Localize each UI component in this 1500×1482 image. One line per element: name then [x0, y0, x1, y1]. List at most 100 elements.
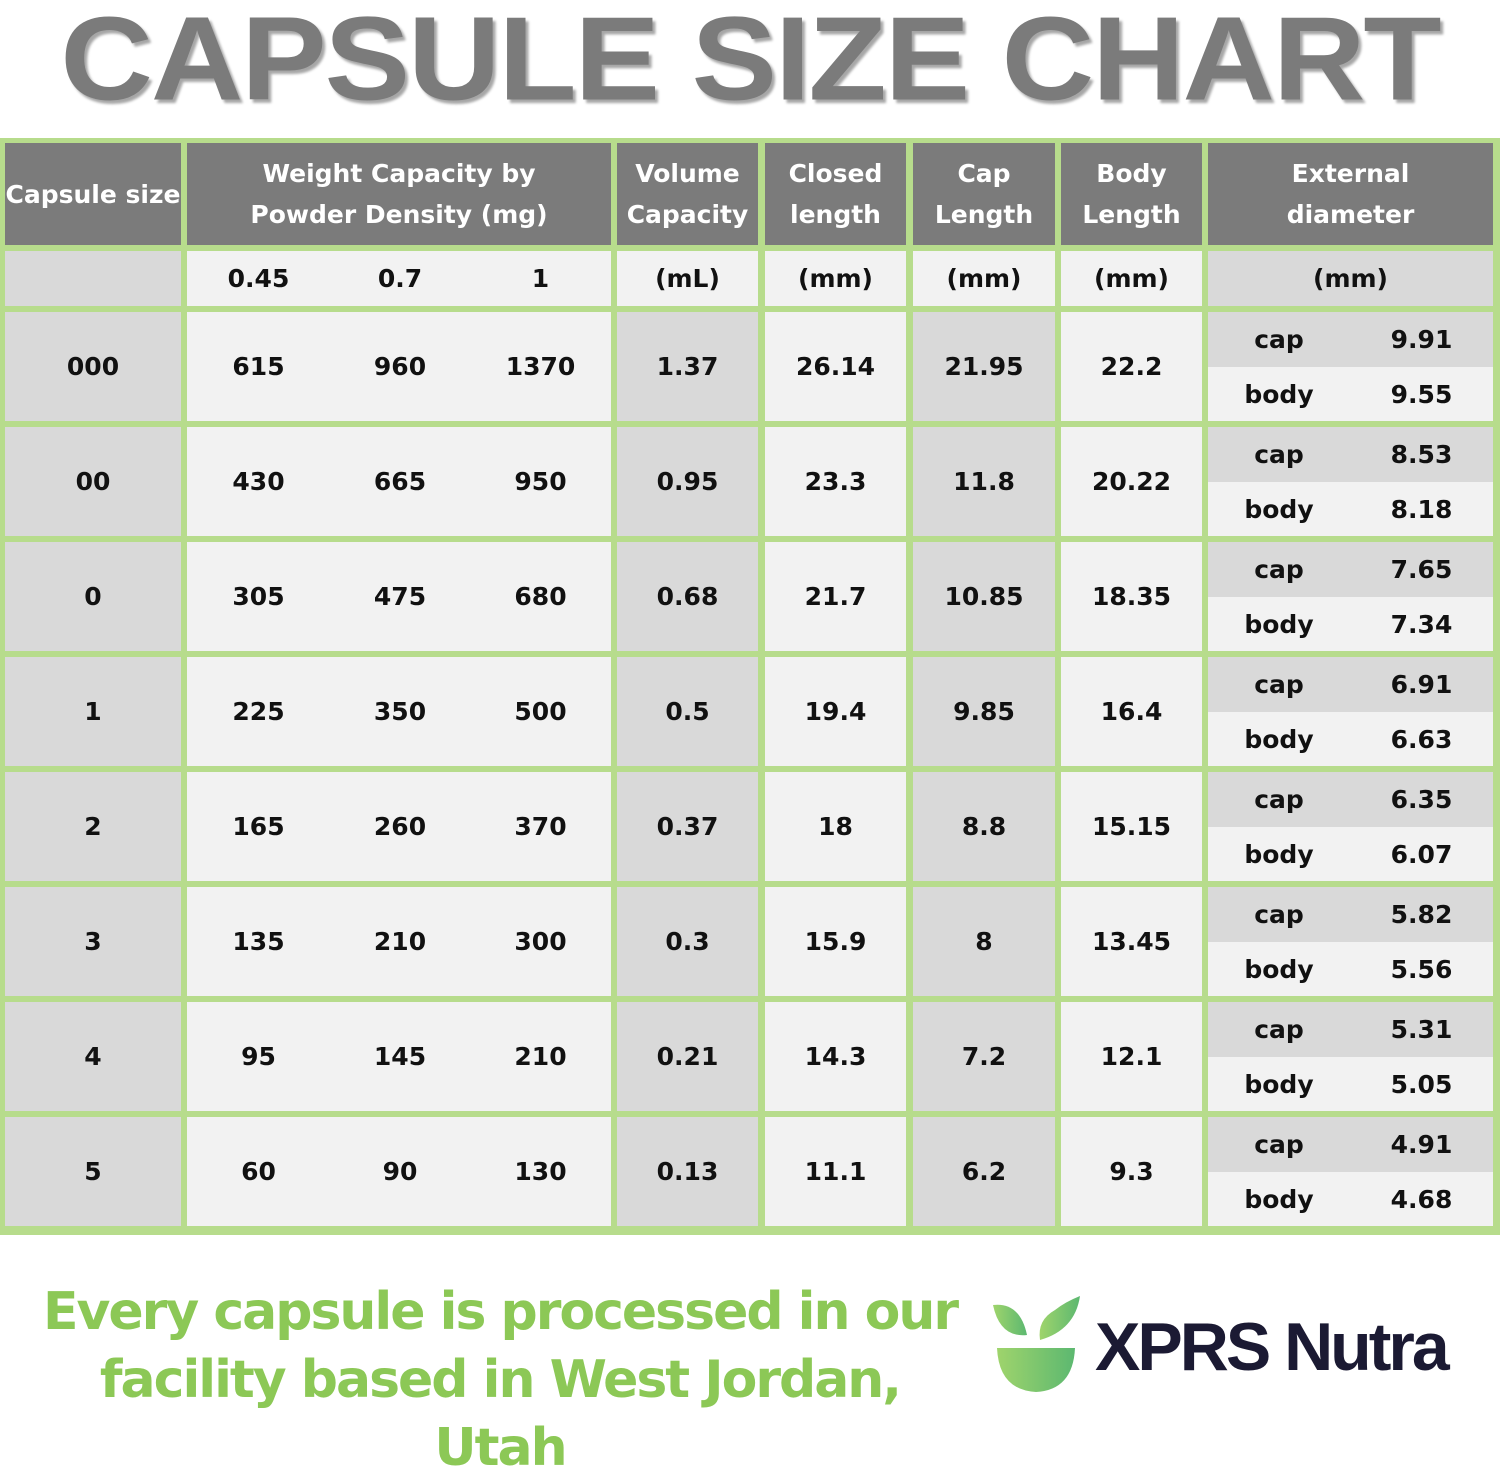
diameter-body-label: body: [1208, 482, 1350, 536]
row-weight-w045: 615: [187, 312, 330, 421]
row-diameter-cap: 5.31: [1350, 1002, 1493, 1057]
row-volume: 0.37: [617, 772, 758, 881]
row-capsule-size: 3: [5, 887, 181, 996]
row-body-length: 18.35: [1061, 542, 1202, 651]
brand-name: XPRS Nutra: [1095, 1309, 1450, 1385]
units-cap: (mm): [913, 251, 1055, 306]
header-weight-capacity-line-2: Powder Density (mg): [250, 200, 548, 229]
diameter-cap-label: cap: [1208, 1117, 1350, 1172]
row-closed-length: 11.1: [765, 1117, 906, 1226]
row-diameter-cap: 6.35: [1350, 772, 1493, 827]
header-volume-capacity: Volume Capacity: [617, 143, 758, 245]
header-body-length: Body Length: [1061, 143, 1202, 245]
row-cap-length: 8.8: [913, 772, 1055, 881]
header-body-length-line-1: Body: [1096, 159, 1167, 188]
row-weight-w1: 950: [470, 427, 611, 536]
row-diameter-body: 7.34: [1350, 597, 1493, 651]
row-weight-w1: 210: [470, 1002, 611, 1111]
diameter-body-label: body: [1208, 367, 1350, 421]
row-capsule-size: 2: [5, 772, 181, 881]
footer-tagline: Every capsule is processed in our facili…: [30, 1278, 970, 1482]
diameter-cap-label: cap: [1208, 1002, 1350, 1057]
row-weight-w045: 225: [187, 657, 330, 766]
row-body-length: 20.22: [1061, 427, 1202, 536]
header-body-length-line-2: Length: [1082, 200, 1181, 229]
row-weight-w1: 300: [470, 887, 611, 996]
header-volume-capacity-line-2: Capacity: [626, 200, 749, 229]
row-volume: 0.13: [617, 1117, 758, 1226]
row-capsule-size: 4: [5, 1002, 181, 1111]
row-diameter-body: 5.05: [1350, 1057, 1493, 1111]
header-closed-length: Closed length: [765, 143, 906, 245]
row-diameter-cap: 9.91: [1350, 312, 1493, 367]
row-capsule-size: 00: [5, 427, 181, 536]
diameter-cap-label: cap: [1208, 312, 1350, 367]
row-body-length: 13.45: [1061, 887, 1202, 996]
diameter-cap-label: cap: [1208, 657, 1350, 712]
row-body-length: 9.3: [1061, 1117, 1202, 1226]
row-volume: 0.3: [617, 887, 758, 996]
header-external-diameter: External diameter: [1208, 143, 1493, 245]
row-weight-w07: 665: [330, 427, 470, 536]
header-volume-capacity-line-1: Volume: [635, 159, 740, 188]
header-weight-capacity-line-1: Weight Capacity by: [262, 159, 536, 188]
row-capsule-size: 5: [5, 1117, 181, 1226]
row-weight-w045: 135: [187, 887, 330, 996]
row-diameter-body: 4.68: [1350, 1172, 1493, 1226]
row-closed-length: 18: [765, 772, 906, 881]
row-cap-length: 11.8: [913, 427, 1055, 536]
row-volume: 0.95: [617, 427, 758, 536]
row-diameter-body: 9.55: [1350, 367, 1493, 421]
row-weight-w1: 500: [470, 657, 611, 766]
row-weight-w045: 305: [187, 542, 330, 651]
row-weight-w07: 350: [330, 657, 470, 766]
units-body: (mm): [1061, 251, 1202, 306]
header-external-diameter-line-2: diameter: [1286, 200, 1415, 229]
row-cap-length: 9.85: [913, 657, 1055, 766]
row-closed-length: 23.3: [765, 427, 906, 536]
diameter-body-label: body: [1208, 1057, 1350, 1111]
footer-line-2: facility based in West Jordan, Utah: [99, 1350, 902, 1478]
units-external: (mm): [1208, 251, 1493, 306]
row-closed-length: 21.7: [765, 542, 906, 651]
row-closed-length: 19.4: [765, 657, 906, 766]
header-cap-length-line-2: Length: [934, 200, 1034, 229]
row-volume: 0.68: [617, 542, 758, 651]
row-weight-w045: 60: [187, 1117, 330, 1226]
row-diameter-cap: 4.91: [1350, 1117, 1493, 1172]
row-weight-w045: 95: [187, 1002, 330, 1111]
density-label: 1: [470, 251, 611, 306]
row-diameter-body: 5.56: [1350, 942, 1493, 996]
row-weight-w07: 145: [330, 1002, 470, 1111]
header-cap-length: Cap Length: [913, 143, 1055, 245]
row-weight-w07: 475: [330, 542, 470, 651]
diameter-body-label: body: [1208, 942, 1350, 996]
units-closed: (mm): [765, 251, 906, 306]
row-diameter-cap: 8.53: [1350, 427, 1493, 482]
diameter-body-label: body: [1208, 1172, 1350, 1226]
row-body-length: 22.2: [1061, 312, 1202, 421]
row-cap-length: 10.85: [913, 542, 1055, 651]
header-capsule-size: Capsule size: [5, 143, 181, 245]
row-volume: 0.21: [617, 1002, 758, 1111]
diameter-cap-label: cap: [1208, 427, 1350, 482]
row-diameter-cap: 6.91: [1350, 657, 1493, 712]
diameter-cap-label: cap: [1208, 772, 1350, 827]
row-closed-length: 14.3: [765, 1002, 906, 1111]
diameter-body-label: body: [1208, 597, 1350, 651]
units-volume: (mL): [617, 251, 758, 306]
diameter-body-label: body: [1208, 827, 1350, 881]
leaf-bowl-icon: [993, 1296, 1080, 1392]
row-diameter-body: 8.18: [1350, 482, 1493, 536]
row-weight-w07: 210: [330, 887, 470, 996]
row-diameter-cap: 7.65: [1350, 542, 1493, 597]
row-diameter-body: 6.63: [1350, 712, 1493, 766]
row-body-length: 15.15: [1061, 772, 1202, 881]
capsule-size-table: Capsule size Weight Capacity by Powder Den…: [0, 138, 1500, 1235]
row-body-length: 12.1: [1061, 1002, 1202, 1111]
row-closed-length: 15.9: [765, 887, 906, 996]
row-diameter-cap: 5.82: [1350, 887, 1493, 942]
density-label: 0.45: [187, 251, 330, 306]
page-title: CAPSULE SIZE CHART: [60, 0, 1441, 126]
header-cap-length-line-1: Cap: [957, 159, 1011, 188]
